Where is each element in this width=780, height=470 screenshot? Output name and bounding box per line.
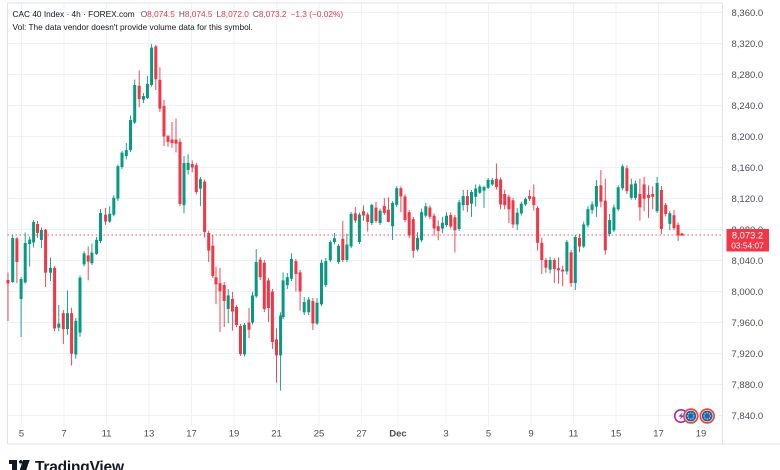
svg-text:3: 3 [443, 429, 448, 440]
svg-text:7,960.0: 7,960.0 [732, 318, 764, 329]
svg-text:8,200.0: 8,200.0 [732, 132, 764, 143]
svg-text:8,000.0: 8,000.0 [732, 287, 764, 298]
svg-text:11: 11 [102, 429, 112, 440]
svg-text:13: 13 [144, 429, 155, 440]
svg-text:8,120.0: 8,120.0 [732, 194, 764, 205]
svg-text:8,040.0: 8,040.0 [732, 256, 764, 267]
svg-text:17: 17 [186, 429, 197, 440]
svg-text:8,280.0: 8,280.0 [732, 70, 764, 81]
svg-text:15: 15 [611, 429, 622, 440]
svg-text:21: 21 [271, 429, 282, 440]
svg-text:7,840.0: 7,840.0 [732, 411, 764, 422]
svg-text:TradingView: TradingView [35, 459, 125, 470]
svg-text:27: 27 [356, 429, 367, 440]
svg-text:5: 5 [19, 429, 24, 440]
svg-text:Vol: The data vendor doesn't p: Vol: The data vendor doesn't provide vol… [13, 22, 253, 32]
svg-text:Dec: Dec [389, 429, 406, 440]
svg-text:19: 19 [229, 429, 240, 440]
svg-text:8,320.0: 8,320.0 [732, 39, 764, 50]
svg-text:7,880.0: 7,880.0 [732, 380, 764, 391]
svg-text:8,160.0: 8,160.0 [732, 163, 764, 174]
svg-text:8,240.0: 8,240.0 [732, 101, 764, 112]
svg-text:7: 7 [61, 429, 66, 440]
svg-text:7,920.0: 7,920.0 [732, 349, 764, 360]
svg-text:9: 9 [528, 429, 533, 440]
svg-text:03:54:07: 03:54:07 [731, 240, 764, 250]
svg-text:17: 17 [653, 429, 664, 440]
svg-text:8,073.2: 8,073.2 [732, 230, 763, 241]
svg-text:8,360.0: 8,360.0 [732, 8, 764, 19]
svg-text:25: 25 [314, 429, 325, 440]
svg-text:19: 19 [696, 429, 707, 440]
svg-text:11: 11 [569, 429, 579, 440]
svg-text:5: 5 [486, 429, 491, 440]
